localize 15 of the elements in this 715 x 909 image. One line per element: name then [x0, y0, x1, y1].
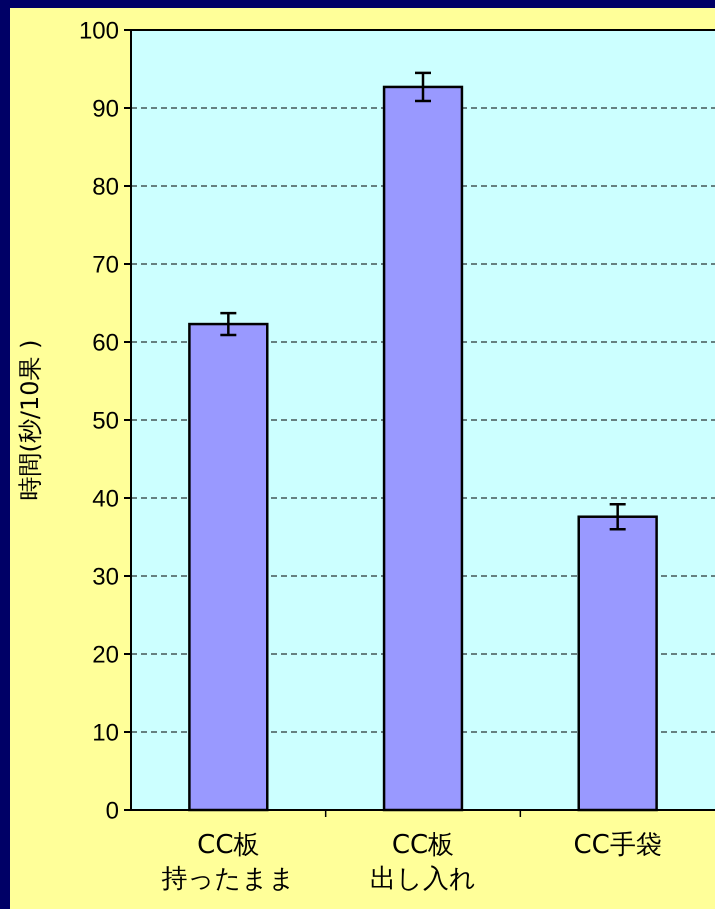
y-tick-label: 0 — [106, 797, 119, 824]
y-tick-label: 90 — [92, 95, 119, 122]
y-tick-label: 50 — [92, 407, 119, 434]
y-tick-label: 70 — [92, 251, 119, 278]
y-tick-label: 100 — [78, 17, 119, 44]
y-tick-label: 40 — [92, 485, 119, 512]
y-tick-label: 80 — [92, 173, 119, 200]
y-tick-label: 60 — [92, 329, 119, 356]
x-tick-label: CC板持ったまま — [161, 830, 296, 894]
x-tick-label: CC手袋 — [574, 830, 662, 860]
y-tick-label: 20 — [92, 641, 119, 668]
y-tick-label: 10 — [92, 719, 119, 746]
y-tick-label: 30 — [92, 563, 119, 590]
x-tick-label: CC板出し入れ — [370, 830, 476, 894]
y-axis-title: 時間(秒/10果 ) — [16, 340, 44, 500]
